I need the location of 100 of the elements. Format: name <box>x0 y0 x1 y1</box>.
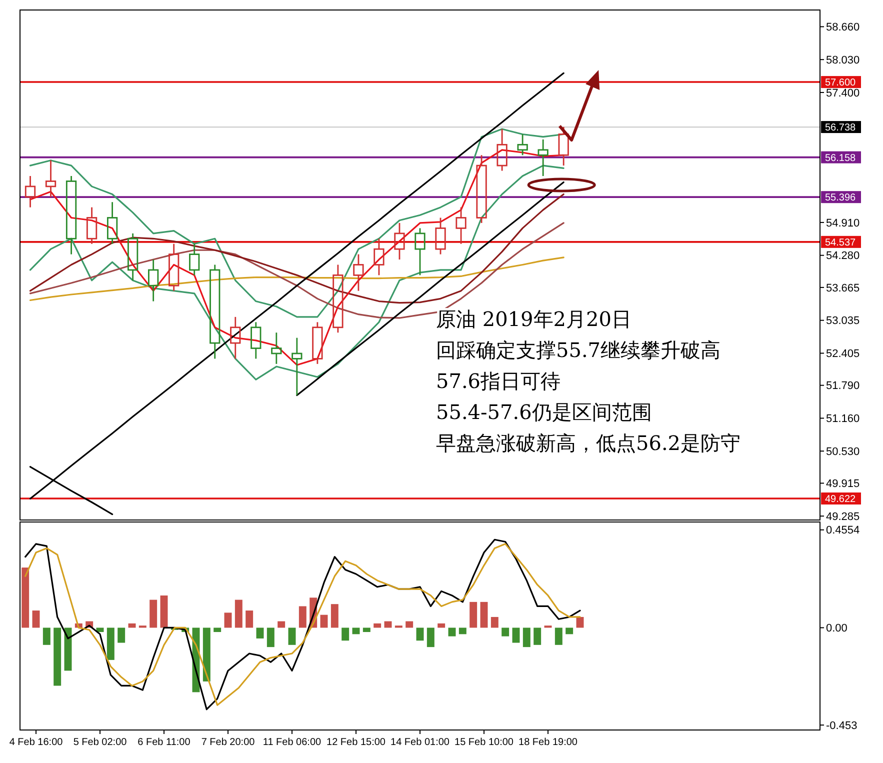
bar <box>214 628 222 632</box>
candlestick <box>312 321 323 365</box>
bar <box>490 616 498 628</box>
line-series <box>29 193 564 304</box>
y-tick-label: 53.035 <box>826 315 860 328</box>
bar <box>416 628 424 641</box>
bar <box>234 600 242 628</box>
x-tick-label: 5 Feb 02:00 <box>73 737 128 748</box>
bar <box>566 628 574 634</box>
y-tick-label: 50.530 <box>826 446 860 458</box>
candlestick <box>106 201 118 245</box>
bar <box>118 628 126 643</box>
bar <box>554 628 562 645</box>
bar <box>224 612 232 628</box>
candlestick <box>148 258 159 302</box>
candlestick <box>374 238 384 276</box>
bar <box>266 628 274 648</box>
candlestick <box>168 243 180 292</box>
candlestick <box>353 254 364 292</box>
bar <box>426 628 434 648</box>
candlestick <box>210 264 220 360</box>
candlestick <box>332 264 344 334</box>
bar <box>202 628 210 682</box>
bar <box>32 610 40 628</box>
x-tick-label: 18 Feb 19:00 <box>518 737 578 748</box>
y-tick-label: 57.400 <box>826 87 860 100</box>
candlestick <box>45 160 56 198</box>
annotation: 回踩确定支撑55.7继续攀升破高 <box>436 338 721 362</box>
y-tick-label: -0.453 <box>826 720 858 732</box>
annotation: 早盘急涨破新高，低点56.2是防守 <box>436 431 741 455</box>
bar <box>54 628 62 686</box>
ref-line-label: 57.600 <box>825 78 856 89</box>
candlestick <box>66 175 77 255</box>
candlestick <box>517 134 528 156</box>
bar <box>278 621 286 628</box>
annotation: 原油 2019年2月20日 <box>436 307 632 331</box>
x-tick-label: 11 Feb 06:00 <box>262 737 322 748</box>
bar <box>288 628 296 645</box>
ref-line-label: 56.738 <box>825 122 856 134</box>
y-tick-label: 0.00 <box>826 622 848 635</box>
bar <box>106 628 114 660</box>
bar <box>320 614 328 628</box>
bar <box>352 628 360 634</box>
bar <box>246 610 254 628</box>
bar <box>150 600 158 628</box>
candlestick <box>271 332 282 365</box>
y-tick-label: 0.4554 <box>826 524 860 537</box>
bar <box>342 628 350 641</box>
candlestick <box>538 138 548 177</box>
bar <box>406 621 414 628</box>
bar <box>374 623 382 628</box>
y-tick-label: 51.790 <box>826 380 860 392</box>
y-tick-label: 53.665 <box>826 282 860 294</box>
candlestick <box>456 206 466 245</box>
candlestick <box>189 243 200 276</box>
ref-line-label: 49.622 <box>825 494 856 505</box>
ref-line-label: 55.396 <box>825 192 856 204</box>
bar <box>512 628 520 643</box>
bar <box>256 628 264 638</box>
y-tick-label: 49.285 <box>826 510 860 523</box>
x-tick-label: 14 Feb 01:00 <box>390 737 450 748</box>
bar <box>22 568 30 628</box>
y-tick-label: 49.915 <box>826 478 860 490</box>
bar <box>362 628 370 632</box>
y-tick-label: 58.660 <box>826 22 860 34</box>
x-tick-label: 12 Feb 15:00 <box>326 737 386 748</box>
ref-line-label: 54.537 <box>825 237 856 248</box>
bar <box>470 602 478 628</box>
annotation: 55.4-57.6仍是区间范围 <box>436 400 652 424</box>
line-series <box>29 256 564 302</box>
candlestick <box>292 337 302 396</box>
bar <box>534 628 542 645</box>
candlestick <box>128 232 138 282</box>
y-tick-label: 54.910 <box>826 217 860 230</box>
candlestick <box>230 316 241 360</box>
x-tick-label: 4 Feb 16:00 <box>9 737 64 748</box>
y-tick-label: 52.405 <box>826 348 860 360</box>
y-tick-label: 54.280 <box>826 250 860 262</box>
candlestick <box>250 321 262 360</box>
annotation: 57.6指日可待 <box>436 369 561 393</box>
ref-line-label: 56.158 <box>825 152 856 164</box>
bar <box>522 628 530 648</box>
bar <box>330 604 338 628</box>
candlestick <box>496 128 508 172</box>
bar <box>438 623 446 628</box>
bar <box>96 628 104 632</box>
bar <box>42 628 50 645</box>
bar <box>502 628 510 636</box>
candlestick <box>394 222 405 260</box>
y-tick-label: 58.030 <box>826 54 860 66</box>
bar <box>160 595 168 628</box>
candlestick <box>86 206 98 245</box>
x-tick-label: 15 Feb 10:00 <box>454 737 514 748</box>
candlestick <box>24 175 36 208</box>
x-tick-label: 7 Feb 20:00 <box>201 737 256 748</box>
bar <box>448 628 456 636</box>
y-tick-label: 51.160 <box>826 413 860 426</box>
bar <box>480 602 488 628</box>
bar <box>298 606 306 628</box>
bar <box>458 628 466 634</box>
